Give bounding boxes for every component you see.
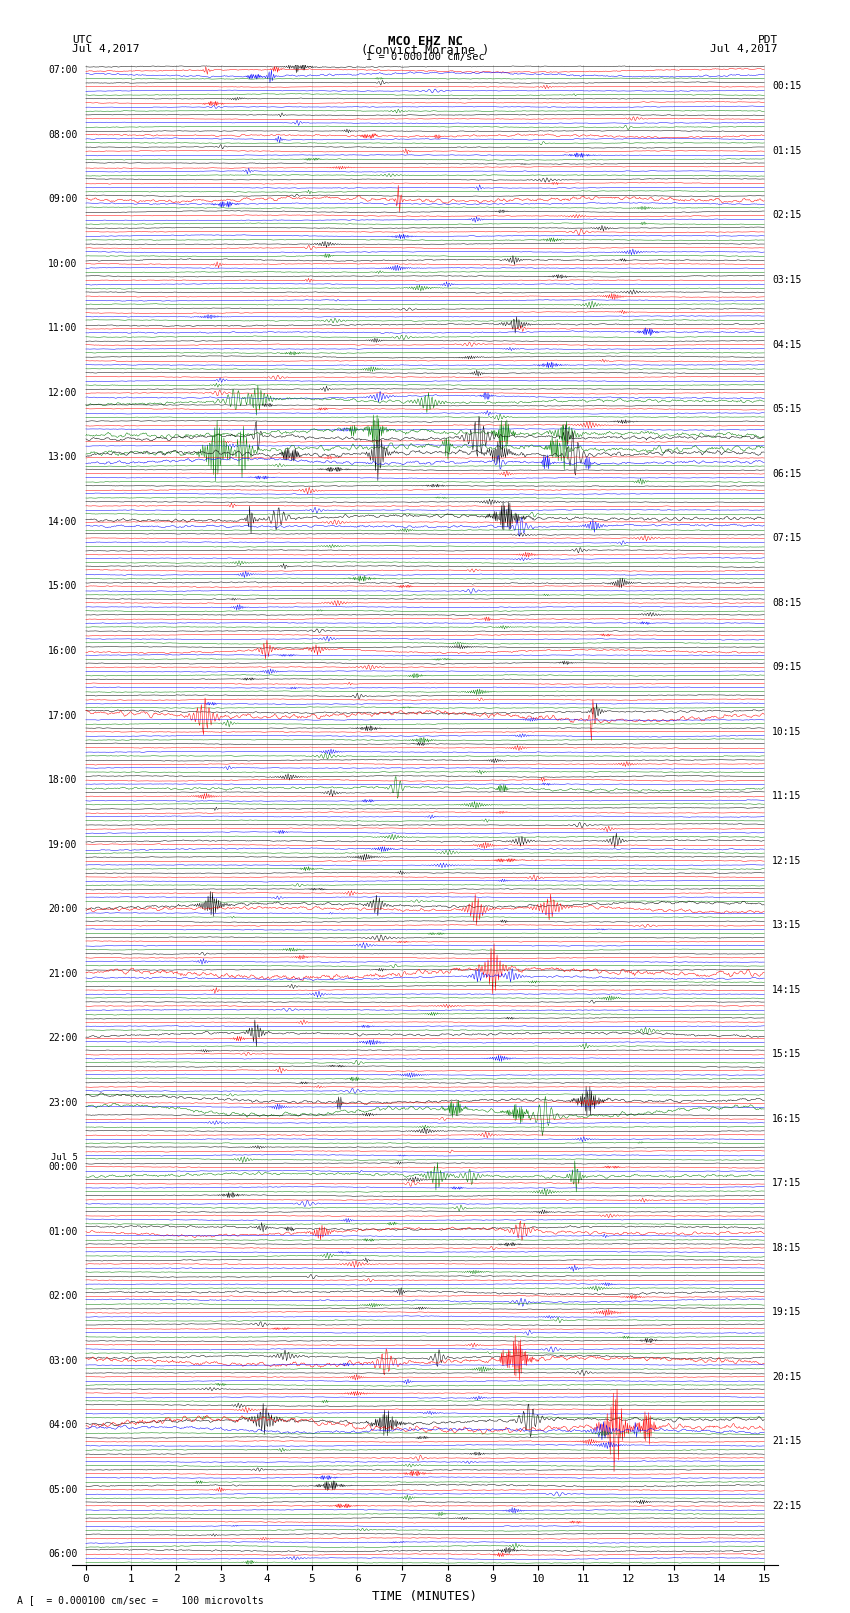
Text: 16:00: 16:00 bbox=[48, 647, 77, 656]
Text: 00:15: 00:15 bbox=[773, 82, 802, 92]
Text: 04:00: 04:00 bbox=[48, 1421, 77, 1431]
Text: 12:15: 12:15 bbox=[773, 855, 802, 866]
Text: 01:00: 01:00 bbox=[48, 1227, 77, 1237]
Text: 13:00: 13:00 bbox=[48, 453, 77, 463]
Text: 00:00: 00:00 bbox=[48, 1161, 77, 1173]
Text: 23:00: 23:00 bbox=[48, 1098, 77, 1108]
Text: UTC: UTC bbox=[72, 35, 93, 45]
Text: 11:00: 11:00 bbox=[48, 323, 77, 334]
Text: Jul 5: Jul 5 bbox=[51, 1153, 77, 1161]
Text: 17:00: 17:00 bbox=[48, 711, 77, 721]
Text: 15:15: 15:15 bbox=[773, 1050, 802, 1060]
Text: 03:00: 03:00 bbox=[48, 1355, 77, 1366]
Text: 13:15: 13:15 bbox=[773, 919, 802, 931]
Text: 10:00: 10:00 bbox=[48, 258, 77, 269]
Text: 02:00: 02:00 bbox=[48, 1290, 77, 1302]
Text: 12:00: 12:00 bbox=[48, 389, 77, 398]
Text: 07:15: 07:15 bbox=[773, 532, 802, 544]
Text: 22:00: 22:00 bbox=[48, 1034, 77, 1044]
Text: 15:00: 15:00 bbox=[48, 582, 77, 592]
Text: 03:15: 03:15 bbox=[773, 274, 802, 286]
Text: 14:00: 14:00 bbox=[48, 516, 77, 527]
Text: Jul 4,2017: Jul 4,2017 bbox=[711, 44, 778, 53]
Text: 07:00: 07:00 bbox=[48, 65, 77, 76]
Text: 22:15: 22:15 bbox=[773, 1500, 802, 1511]
Text: PDT: PDT bbox=[757, 35, 778, 45]
Text: 16:15: 16:15 bbox=[773, 1115, 802, 1124]
Text: 08:15: 08:15 bbox=[773, 598, 802, 608]
Text: MCO EHZ NC: MCO EHZ NC bbox=[388, 35, 462, 48]
Text: 05:15: 05:15 bbox=[773, 403, 802, 415]
Text: 19:15: 19:15 bbox=[773, 1307, 802, 1318]
Text: 06:15: 06:15 bbox=[773, 468, 802, 479]
Text: 06:00: 06:00 bbox=[48, 1548, 77, 1560]
Text: 01:15: 01:15 bbox=[773, 147, 802, 156]
X-axis label: TIME (MINUTES): TIME (MINUTES) bbox=[372, 1590, 478, 1603]
Text: 08:00: 08:00 bbox=[48, 131, 77, 140]
Text: 05:00: 05:00 bbox=[48, 1484, 77, 1495]
Text: 17:15: 17:15 bbox=[773, 1177, 802, 1189]
Text: 11:15: 11:15 bbox=[773, 792, 802, 802]
Text: (Convict Moraine ): (Convict Moraine ) bbox=[361, 44, 489, 56]
Text: 04:15: 04:15 bbox=[773, 340, 802, 350]
Text: 21:00: 21:00 bbox=[48, 968, 77, 979]
Text: 14:15: 14:15 bbox=[773, 984, 802, 995]
Text: 09:15: 09:15 bbox=[773, 663, 802, 673]
Text: 02:15: 02:15 bbox=[773, 211, 802, 221]
Text: 18:00: 18:00 bbox=[48, 776, 77, 786]
Text: 20:00: 20:00 bbox=[48, 903, 77, 915]
Text: 19:00: 19:00 bbox=[48, 839, 77, 850]
Text: 21:15: 21:15 bbox=[773, 1437, 802, 1447]
Text: 18:15: 18:15 bbox=[773, 1242, 802, 1253]
Text: I = 0.000100 cm/sec: I = 0.000100 cm/sec bbox=[366, 52, 484, 61]
Text: 20:15: 20:15 bbox=[773, 1371, 802, 1382]
Text: 09:00: 09:00 bbox=[48, 194, 77, 205]
Text: A [  = 0.000100 cm/sec =    100 microvolts: A [ = 0.000100 cm/sec = 100 microvolts bbox=[17, 1595, 264, 1605]
Text: Jul 4,2017: Jul 4,2017 bbox=[72, 44, 139, 53]
Text: 10:15: 10:15 bbox=[773, 726, 802, 737]
